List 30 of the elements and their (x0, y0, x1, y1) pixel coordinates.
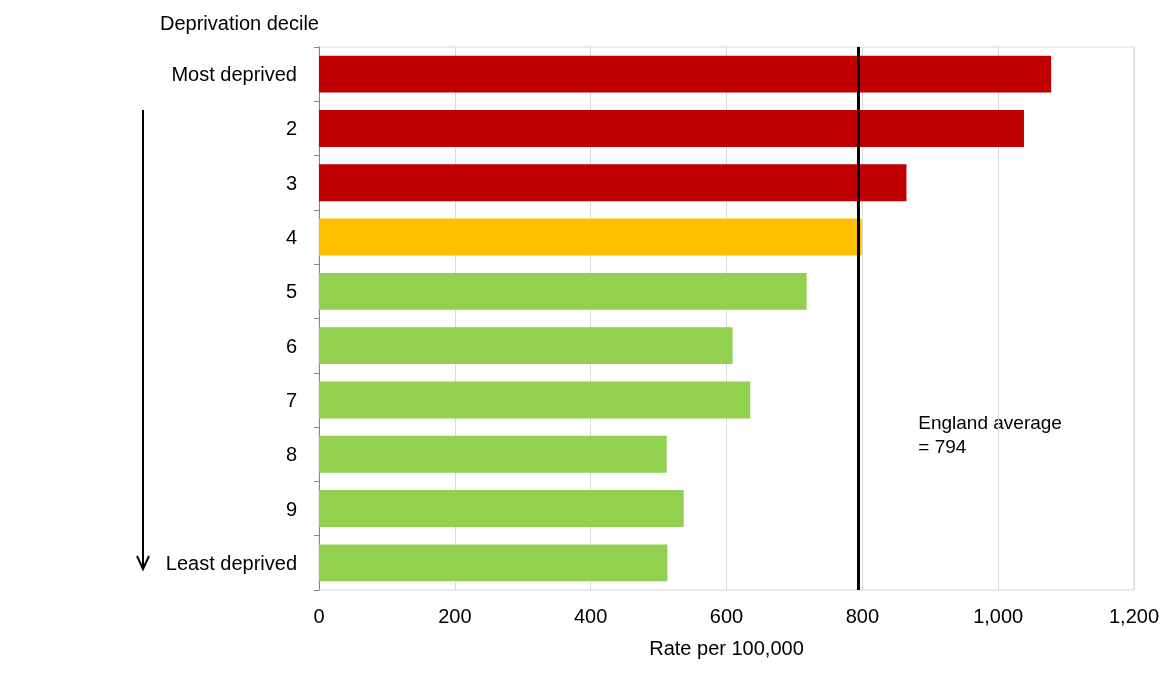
y-tick-label: 5 (285, 280, 297, 303)
bar (319, 490, 684, 528)
y-tick-label: 2 (285, 117, 297, 140)
bar (319, 327, 733, 365)
y-tick-label: 4 (285, 226, 297, 249)
x-axis-title: Rate per 100,000 (649, 637, 804, 659)
bar (319, 109, 1024, 147)
y-axis-title: Deprivation decile (160, 12, 319, 34)
x-tick-label: 1,000 (973, 605, 1024, 627)
x-tick-label: 600 (709, 605, 744, 627)
x-tick-label: 1,200 (1108, 605, 1160, 627)
x-tick-label: 200 (438, 605, 472, 627)
y-tick-label: 6 (285, 334, 297, 357)
bar (319, 435, 667, 473)
bar (319, 544, 668, 582)
y-tick-label: Most deprived (171, 63, 297, 86)
bar (319, 218, 862, 256)
bar (319, 164, 907, 202)
y-tick-label: Least deprived (165, 551, 297, 574)
y-tick-label: 3 (285, 171, 297, 194)
bar (319, 381, 751, 419)
bar (319, 272, 807, 310)
y-tick-label: 9 (285, 497, 297, 520)
ref-line-label: England average = 794 (918, 411, 1062, 457)
x-tick-label: 400 (573, 605, 608, 627)
y-tick-label: 7 (285, 388, 297, 411)
bar (319, 55, 1052, 93)
x-tick-label: 800 (845, 605, 880, 627)
x-tick-label: 0 (313, 605, 325, 627)
y-tick-label: 8 (285, 443, 297, 466)
